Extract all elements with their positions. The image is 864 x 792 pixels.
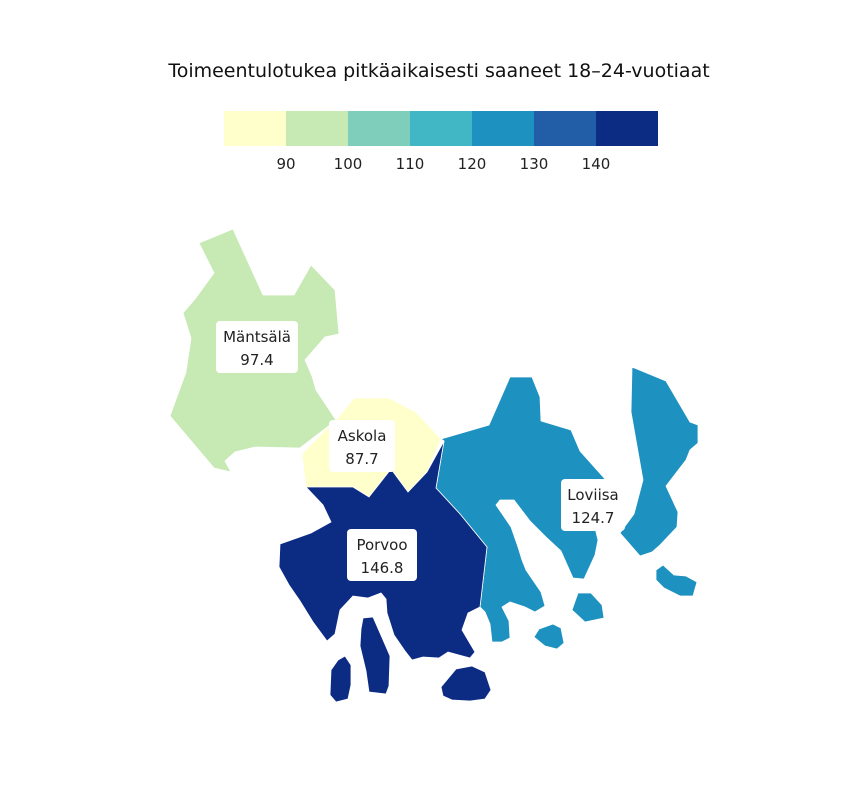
region-value: 97.4	[240, 351, 273, 369]
legend-tick-label: 140	[582, 155, 611, 173]
label-box	[329, 420, 395, 472]
region-loviisa-island	[533, 623, 565, 650]
legend-tick-label: 110	[396, 155, 425, 173]
legend-swatch	[224, 111, 286, 146]
map-title: Toimeentulotukea pitkäaikaisesti saaneet…	[167, 60, 709, 82]
legend-swatch	[534, 111, 596, 146]
legend-swatch	[348, 111, 410, 146]
region-label-mantsala: Mäntsälä 97.4	[216, 321, 298, 373]
region-loviisa-island	[619, 366, 699, 557]
region-porvoo-island	[329, 655, 352, 703]
label-box	[216, 321, 298, 373]
region-loviisa-island	[571, 592, 605, 623]
legend-tick-label: 130	[520, 155, 549, 173]
region-name: Porvoo	[356, 536, 407, 554]
legend-swatch	[472, 111, 534, 146]
region-value: 146.8	[361, 559, 404, 577]
region-name: Loviisa	[567, 486, 619, 504]
color-legend: 90 100 110 120 130 140	[224, 111, 658, 173]
legend-swatch	[286, 111, 348, 146]
region-loviisa-island	[655, 564, 698, 597]
region-label-loviisa: Loviisa 124.7	[561, 479, 625, 531]
region-porvoo-island	[440, 665, 492, 702]
region-name: Mäntsälä	[223, 328, 291, 346]
region-loviisa-shape	[435, 376, 606, 643]
region-value: 87.7	[345, 450, 378, 468]
region-loviisa	[435, 366, 699, 650]
region-value: 124.7	[572, 509, 615, 527]
label-box	[347, 529, 417, 581]
region-label-askola: Askola 87.7	[329, 420, 395, 472]
legend-tick-label: 90	[276, 155, 295, 173]
legend-swatch	[596, 111, 658, 146]
label-box	[561, 479, 625, 531]
legend-swatch	[410, 111, 472, 146]
legend-tick-label: 100	[334, 155, 363, 173]
region-porvoo-island	[359, 616, 391, 695]
region-name: Askola	[338, 427, 387, 445]
legend-tick-label: 120	[458, 155, 487, 173]
region-label-porvoo: Porvoo 146.8	[347, 529, 417, 581]
